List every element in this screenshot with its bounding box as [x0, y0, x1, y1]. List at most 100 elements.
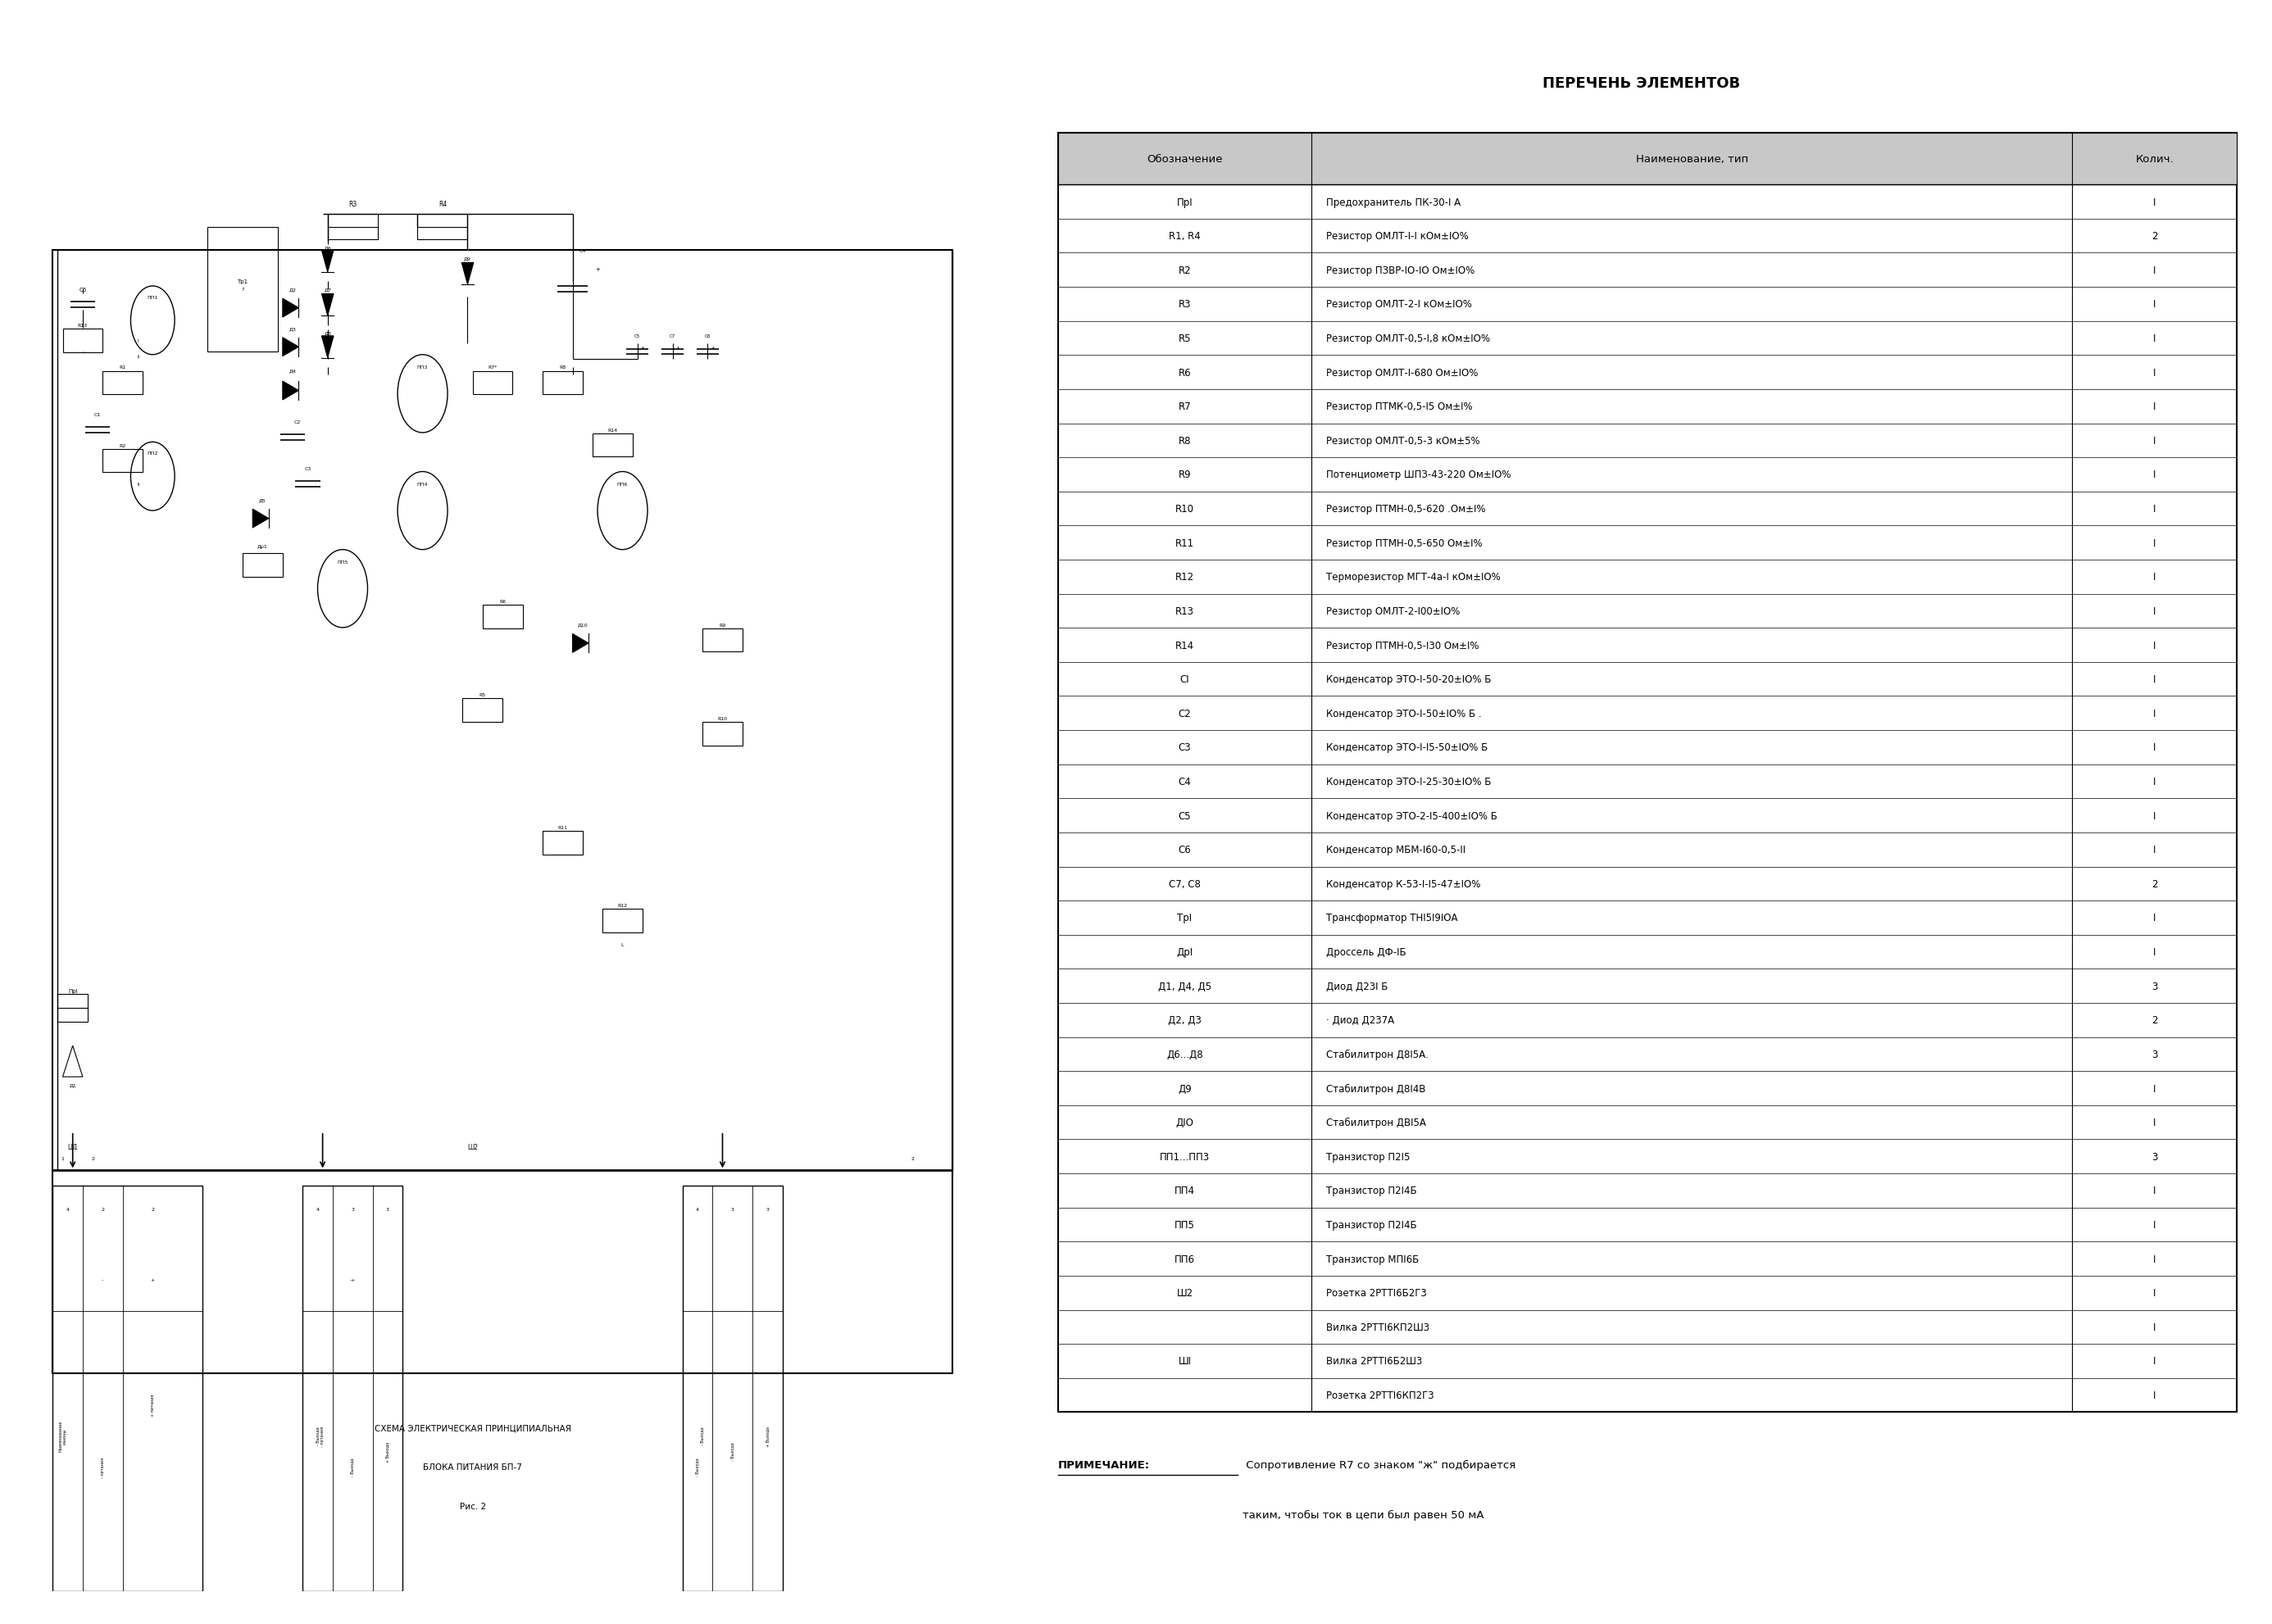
Bar [327, 214, 377, 240]
Text: I: I [2154, 674, 2156, 685]
Text: Вилка 2РТТI6КП2Ш3: Вилка 2РТТI6КП2Ш3 [1327, 1322, 1429, 1332]
Text: I: I [2154, 776, 2156, 788]
Text: R14: R14 [607, 429, 618, 432]
Text: - Выхода: - Выхода [729, 1442, 734, 1460]
Text: ПП4: ПП4 [418, 482, 427, 487]
Text: Д5: Д5 [259, 499, 266, 502]
Polygon shape [282, 338, 298, 357]
Text: 3: 3 [350, 1208, 354, 1212]
Text: Резистор ПТМК-0,5-I5 Ом±I%: Резистор ПТМК-0,5-I5 Ом±I% [1327, 401, 1472, 412]
Text: R8: R8 [1179, 435, 1191, 447]
Text: +: + [641, 346, 645, 349]
Bar [64, 330, 102, 352]
Text: R4: R4 [438, 200, 448, 208]
Text: Д2: Д2 [289, 287, 295, 292]
Text: I: I [2154, 1288, 2156, 1298]
Text: R1: R1 [120, 365, 125, 370]
Text: I: I [2154, 844, 2156, 856]
Text: Д3: Д3 [289, 326, 295, 331]
Text: I: I [2154, 1083, 2156, 1095]
Text: + Выхода: + Выхода [766, 1426, 770, 1445]
Text: ПРИМЕЧАНИЕ:: ПРИМЕЧАНИЕ: [1059, 1458, 1150, 1470]
Text: Транзистор П2I4Б: Транзистор П2I4Б [1327, 1220, 1418, 1229]
Text: ДрI: ДрI [1177, 947, 1193, 958]
Text: Потенциометр ШПЗ-43-220 Ом±IO%: Потенциометр ШПЗ-43-220 Ом±IO% [1327, 469, 1511, 481]
Text: R12: R12 [618, 903, 627, 908]
Text: Д7: Д7 [325, 287, 332, 292]
Text: Конденсатор ЭТО-I-I5-50±IO% Б: Конденсатор ЭТО-I-I5-50±IO% Б [1327, 742, 1488, 754]
Text: 4: 4 [695, 1208, 700, 1212]
Text: Терморезистор МГТ-4а-I кОм±IO%: Терморезистор МГТ-4а-I кОм±IO% [1327, 572, 1500, 583]
Text: БЛОКА ПИТАНИЯ БП-7: БЛОКА ПИТАНИЯ БП-7 [423, 1463, 523, 1471]
Text: ДIO: ДIO [1177, 1117, 1193, 1127]
Text: 3: 3 [2152, 1049, 2158, 1060]
Text: 3: 3 [2152, 981, 2158, 992]
Text: Дроссель ДФ-IБ: Дроссель ДФ-IБ [1327, 947, 1406, 958]
Text: I: I [2154, 810, 2156, 822]
Text: Д1: Д1 [68, 1083, 77, 1086]
Text: C7, C8: C7, C8 [1168, 879, 1200, 890]
Text: CI: CI [1179, 674, 1191, 685]
Bar [702, 628, 743, 653]
Text: Предохранитель ПК-30-I А: Предохранитель ПК-30-I А [1327, 197, 1461, 208]
Text: ПЕРЕЧЕНЬ ЭЛЕМЕНТОВ: ПЕРЕЧЕНЬ ЭЛЕМЕНТОВ [1543, 76, 1740, 91]
Text: Розетка 2РТТI6КП2Г3: Розетка 2РТТI6КП2Г3 [1327, 1390, 1434, 1400]
Text: I: I [2154, 435, 2156, 447]
Text: R13: R13 [1175, 606, 1195, 617]
Text: - Выхода: - Выхода [316, 1426, 320, 1445]
Text: C4: C4 [579, 248, 586, 253]
Text: I: I [2154, 503, 2156, 515]
Text: 4: 4 [66, 1208, 70, 1212]
Text: R1, R4: R1, R4 [1168, 231, 1200, 242]
Text: - Выхода: - Выхода [695, 1457, 700, 1476]
Text: Ш1: Ш1 [68, 1143, 77, 1151]
Text: Конденсатор ЭТО-I-50-20±IO% Б: Конденсатор ЭТО-I-50-20±IO% Б [1327, 674, 1490, 685]
Bar [593, 434, 632, 458]
Text: I: I [2154, 947, 2156, 958]
Text: 2: 2 [100, 1208, 105, 1212]
Text: Сопротивление R7 со знаком "ж" подбирается: Сопротивление R7 со знаком "ж" подбирает… [1243, 1458, 1515, 1470]
Text: Резистор ОМЛТ-I-680 Ом±IO%: Резистор ОМЛТ-I-680 Ом±IO% [1327, 367, 1479, 378]
Text: 2: 2 [2152, 879, 2158, 890]
Text: ПП1: ПП1 [148, 296, 159, 299]
Text: Д4: Д4 [289, 369, 295, 374]
Text: R6: R6 [500, 599, 507, 604]
Text: Конденсатор ЭТО-I-50±IO% Б .: Конденсатор ЭТО-I-50±IO% Б . [1327, 708, 1481, 719]
Bar [102, 450, 143, 473]
Text: Д2, Д3: Д2, Д3 [1168, 1015, 1202, 1026]
Text: C7: C7 [670, 335, 675, 338]
Text: I: I [2154, 1390, 2156, 1400]
Text: Трансформатор ТНI5I9IOА: Трансформатор ТНI5I9IOА [1327, 913, 1459, 924]
Bar [52, 250, 952, 1374]
Text: ШI: ШI [1179, 1356, 1191, 1366]
Text: C6: C6 [80, 287, 86, 292]
Text: C6: C6 [1179, 844, 1191, 856]
Text: C8: C8 [704, 335, 711, 338]
Text: Резистор ОМЛТ-0,5-I,8 кОм±IO%: Резистор ОМЛТ-0,5-I,8 кОм±IO% [1327, 333, 1490, 344]
Text: 2: 2 [2152, 231, 2158, 242]
Bar [243, 554, 282, 578]
Text: 3: 3 [386, 1208, 389, 1212]
Text: Д1, Д4, Д5: Д1, Д4, Д5 [1159, 981, 1211, 992]
Text: Резистор ОМЛТ-2-I кОм±IO%: Резистор ОМЛТ-2-I кОм±IO% [1327, 299, 1472, 310]
Text: Д9: Д9 [1177, 1083, 1193, 1095]
Text: I: I [2154, 1186, 2156, 1195]
Text: ПП1...ПП3: ПП1...ПП3 [1159, 1151, 1211, 1161]
Bar [418, 214, 468, 240]
Text: Диод Д23I Б: Диод Д23I Б [1327, 981, 1388, 992]
Text: Рис. 2: Рис. 2 [459, 1502, 486, 1510]
Text: 2: 2 [150, 1208, 154, 1212]
Text: R2: R2 [1179, 265, 1191, 276]
Text: R5: R5 [479, 693, 486, 697]
Polygon shape [573, 635, 588, 653]
Text: Ш2: Ш2 [1177, 1288, 1193, 1298]
Text: ТрI: ТрI [1177, 913, 1193, 924]
Text: C4: C4 [1179, 776, 1191, 788]
Text: Д8: Д8 [325, 331, 332, 336]
Text: Розетка 2РТТI6Б2Г3: Розетка 2РТТI6Б2Г3 [1327, 1288, 1427, 1298]
Text: I: I [2154, 572, 2156, 583]
Text: Колич.: Колич. [2136, 154, 2174, 166]
Text: +: + [675, 346, 679, 349]
Bar [1059, 133, 2238, 185]
Text: I: I [2154, 1117, 2156, 1127]
